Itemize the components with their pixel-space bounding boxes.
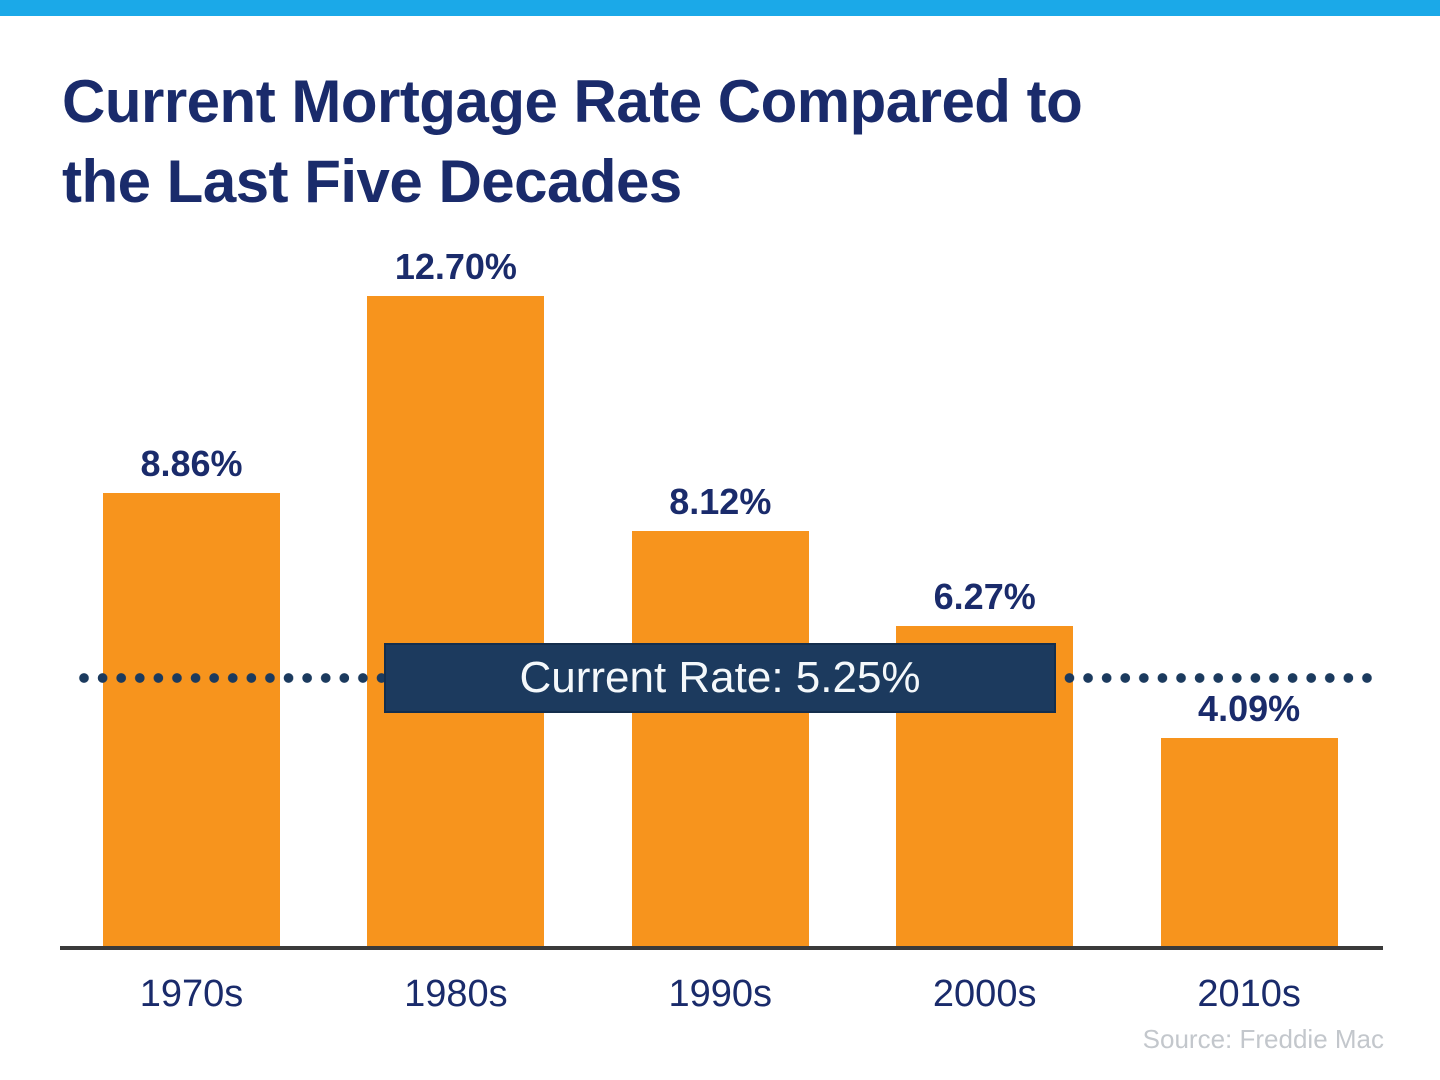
x-axis-label: 1990s [668,973,773,1015]
bar-value-label: 6.27% [933,576,1036,618]
page-title: Current Mortgage Rate Compared to the La… [62,62,1262,222]
page-title-line1: Current Mortgage Rate Compared to [62,68,1083,135]
x-axis-label: 1970s [139,973,244,1015]
page-title-line2: the Last Five Decades [62,147,682,215]
current-rate-label: Current Rate: 5.25% [519,653,921,703]
bar-value-label: 12.70% [394,245,517,287]
bar-value-label: 4.09% [1198,687,1301,729]
top-accent-strip [0,0,1440,16]
bar-2010s [1160,737,1338,948]
bar-1970s [103,493,280,948]
bar-value-label: 8.86% [140,443,243,485]
bar-1980s [367,295,545,948]
current-rate-callout: Current Rate: 5.25% [384,643,1056,714]
x-axis-label: 1980s [404,973,508,1015]
bar-1990s [631,531,809,948]
bar-value-label: 8.12% [669,481,772,523]
source-note: Source: Freddie Mac [1142,1024,1384,1054]
x-axis-label: 2010s [1197,973,1301,1015]
x-axis-label: 2000s [932,973,1037,1015]
x-axis-line [60,946,1383,950]
